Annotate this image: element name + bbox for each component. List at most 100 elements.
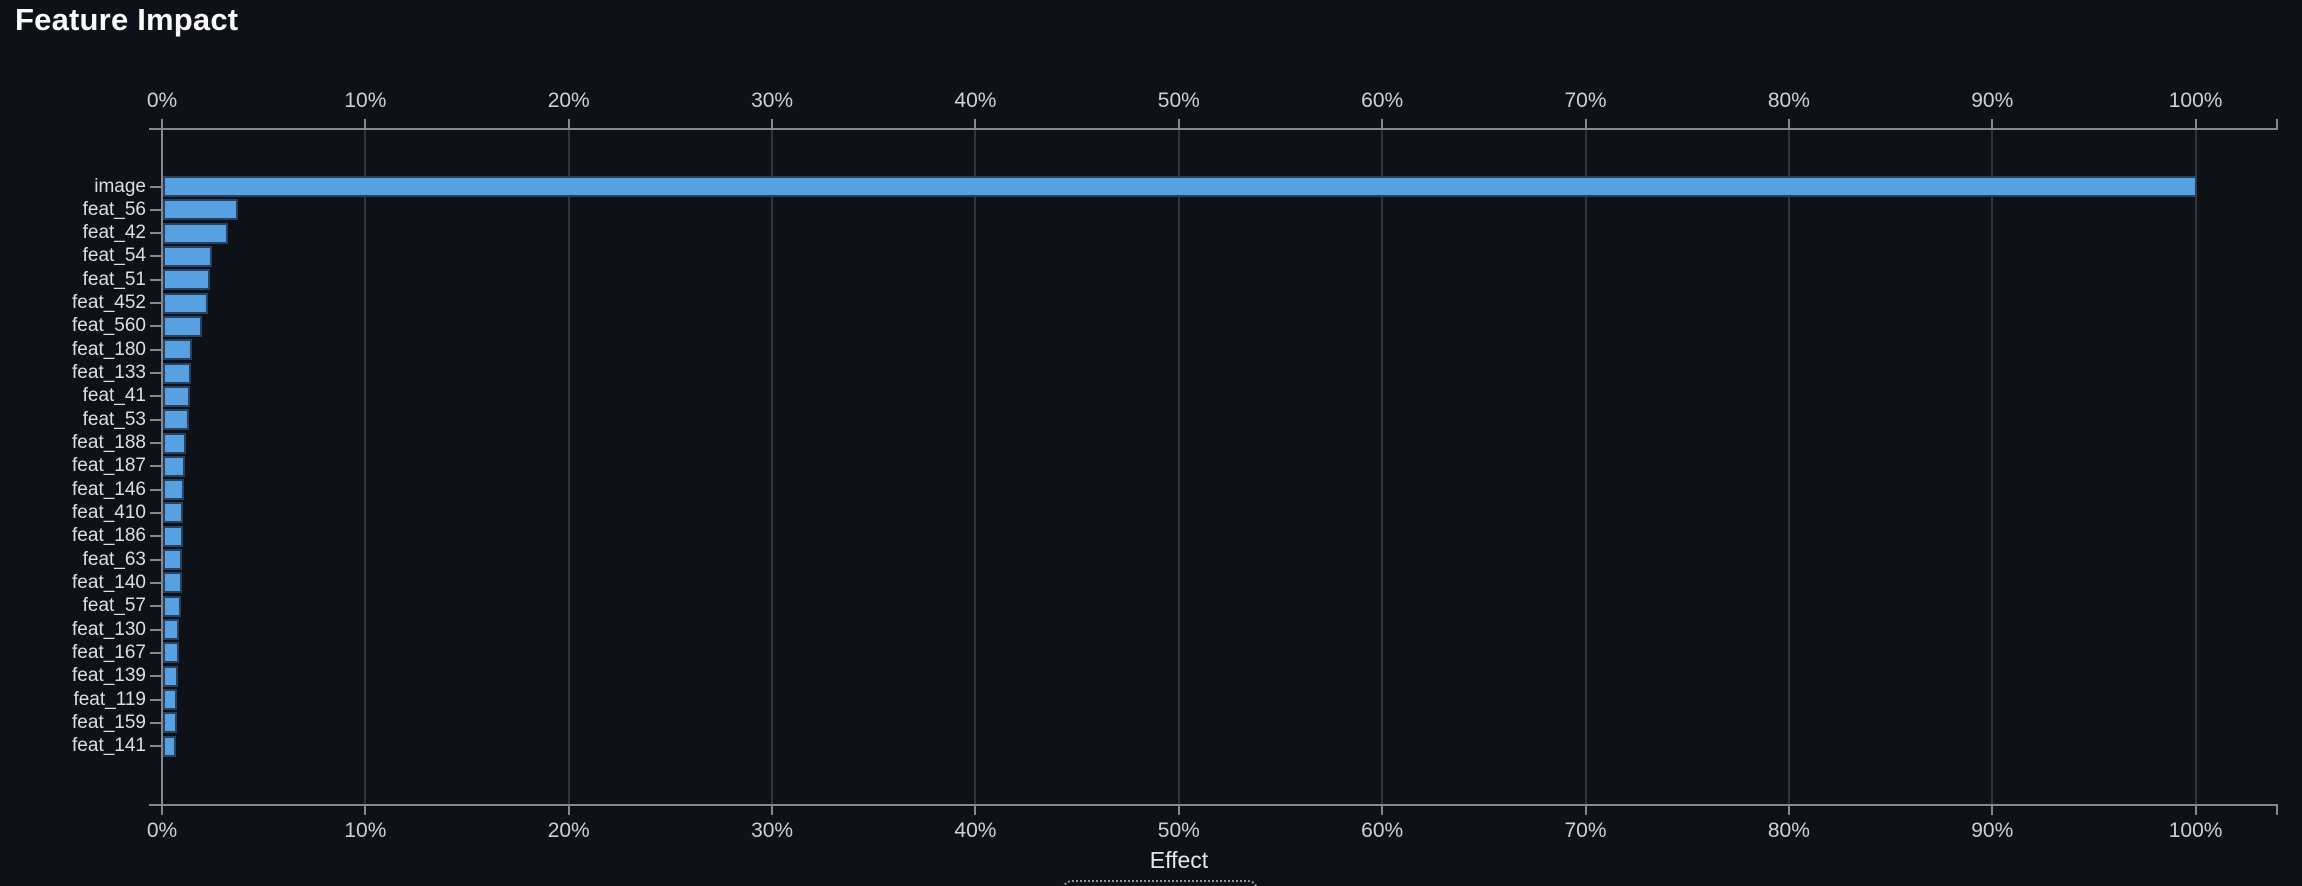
x-tick-label-bottom: 100% bbox=[2168, 819, 2223, 842]
bar-feat_140[interactable] bbox=[163, 572, 182, 594]
y-tick-mark bbox=[150, 442, 161, 445]
y-category-label: feat_187 bbox=[72, 455, 146, 477]
bar-feat_54[interactable] bbox=[163, 245, 212, 267]
y-category-label: feat_130 bbox=[72, 618, 146, 640]
y-tick-mark bbox=[150, 511, 161, 514]
x-tick-label-bottom: 10% bbox=[344, 819, 387, 842]
y-category-label: feat_119 bbox=[73, 688, 146, 710]
x-grid-line bbox=[1381, 128, 1384, 804]
x-tick-label-bottom: 20% bbox=[547, 819, 590, 842]
x-grid-line bbox=[2194, 128, 2197, 804]
y-tick-mark bbox=[150, 675, 161, 678]
x-tick-label-bottom: 70% bbox=[1564, 819, 1607, 842]
y-category-label: feat_186 bbox=[72, 525, 146, 547]
y-category-label: feat_159 bbox=[72, 711, 146, 733]
y-tick-mark bbox=[150, 232, 161, 235]
y-tick-mark bbox=[150, 745, 161, 748]
y-tick-mark bbox=[150, 558, 161, 561]
x-grid-line bbox=[1177, 128, 1180, 804]
x-grid-line bbox=[1787, 128, 1790, 804]
y-category-label: feat_42 bbox=[82, 222, 146, 244]
y-tick-mark bbox=[150, 325, 161, 328]
y-tick-mark bbox=[150, 395, 161, 398]
bar-feat_57[interactable] bbox=[163, 595, 182, 617]
x-tick-mark-top bbox=[567, 119, 570, 128]
y-category-label: feat_167 bbox=[72, 641, 146, 663]
y-category-label: feat_53 bbox=[82, 408, 146, 430]
bar-image[interactable] bbox=[163, 176, 2197, 197]
x-tick-label-bottom: 90% bbox=[1971, 819, 2014, 842]
bar-feat_188[interactable] bbox=[163, 432, 187, 454]
y-category-label: feat_140 bbox=[72, 571, 146, 593]
bar-feat_63[interactable] bbox=[163, 549, 183, 571]
bar-feat_141[interactable] bbox=[163, 735, 176, 757]
y-category-label: feat_41 bbox=[82, 385, 146, 407]
x-tick-label-bottom: 80% bbox=[1767, 819, 1810, 842]
y-tick-mark bbox=[150, 581, 161, 584]
x-tick-label-top: 100% bbox=[2168, 89, 2223, 112]
y-tick-mark bbox=[150, 651, 161, 654]
y-tick-mark bbox=[150, 278, 161, 281]
x-tick-label-bottom: 40% bbox=[954, 819, 997, 842]
bar-feat_452[interactable] bbox=[163, 292, 208, 314]
x-grid-line bbox=[567, 128, 570, 804]
x-tick-mark-top bbox=[1787, 119, 1790, 128]
x-axis-line-top bbox=[149, 128, 2278, 130]
bar-feat_146[interactable] bbox=[163, 479, 184, 501]
x-tick-label-top: 70% bbox=[1564, 89, 1607, 112]
bar-feat_186[interactable] bbox=[163, 525, 183, 547]
bar-feat_167[interactable] bbox=[163, 642, 179, 664]
y-category-label: feat_139 bbox=[72, 665, 146, 687]
x-tick-label-bottom: 50% bbox=[1157, 819, 1200, 842]
y-category-label: feat_560 bbox=[72, 315, 146, 337]
bar-feat_139[interactable] bbox=[163, 665, 179, 687]
x-tick-mark-top bbox=[364, 119, 367, 128]
x-axis-end-tick-bottom bbox=[2276, 806, 2278, 815]
bar-feat_42[interactable] bbox=[163, 222, 229, 244]
x-axis-end-tick-top bbox=[2276, 119, 2278, 128]
y-tick-mark bbox=[150, 372, 161, 375]
x-tick-mark-bottom bbox=[161, 806, 163, 815]
y-category-label: feat_133 bbox=[72, 362, 146, 384]
y-tick-mark bbox=[150, 185, 161, 188]
bar-feat_119[interactable] bbox=[163, 689, 178, 711]
bar-feat_41[interactable] bbox=[163, 385, 191, 407]
bar-feat_51[interactable] bbox=[163, 269, 210, 291]
y-tick-mark bbox=[150, 255, 161, 258]
x-tick-label-top: 10% bbox=[344, 89, 387, 112]
x-tick-label-bottom: 60% bbox=[1361, 819, 1404, 842]
y-category-label: feat_180 bbox=[72, 338, 146, 360]
x-tick-mark-top bbox=[1584, 119, 1587, 128]
bar-feat_410[interactable] bbox=[163, 502, 183, 524]
x-tick-mark-bottom bbox=[1584, 806, 1587, 815]
bar-feat_53[interactable] bbox=[163, 409, 190, 431]
bar-feat_560[interactable] bbox=[163, 315, 202, 337]
bar-feat_159[interactable] bbox=[163, 712, 177, 734]
chart-action-button[interactable] bbox=[1062, 880, 1258, 886]
x-tick-mark-bottom bbox=[1381, 806, 1384, 815]
bar-feat_133[interactable] bbox=[163, 362, 192, 384]
x-grid-line bbox=[1584, 128, 1587, 804]
y-axis-line bbox=[161, 128, 163, 804]
bar-feat_180[interactable] bbox=[163, 339, 193, 361]
x-axis-title: Effect bbox=[1149, 847, 1209, 873]
x-tick-mark-bottom bbox=[974, 806, 977, 815]
y-tick-mark bbox=[150, 348, 161, 351]
y-tick-mark bbox=[150, 418, 161, 421]
y-tick-mark bbox=[150, 465, 161, 468]
y-category-label: feat_452 bbox=[72, 292, 146, 314]
x-grid-line bbox=[974, 128, 977, 804]
x-tick-mark-top bbox=[974, 119, 977, 128]
y-tick-mark bbox=[150, 208, 161, 211]
x-tick-label-top: 20% bbox=[547, 89, 590, 112]
x-grid-line bbox=[1991, 128, 1994, 804]
x-tick-label-top: 80% bbox=[1767, 89, 1810, 112]
bar-feat_130[interactable] bbox=[163, 619, 180, 641]
bar-feat_187[interactable] bbox=[163, 455, 186, 477]
bar-feat_56[interactable] bbox=[163, 199, 239, 221]
x-grid-line bbox=[364, 128, 367, 804]
x-tick-label-top: 0% bbox=[146, 89, 178, 112]
